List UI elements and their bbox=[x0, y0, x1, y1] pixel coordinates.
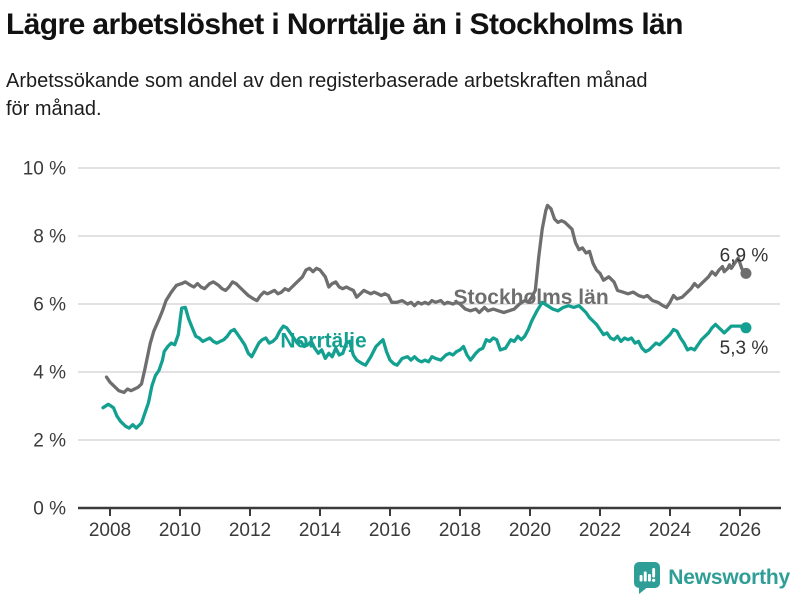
series-end-dot bbox=[740, 322, 752, 334]
y-axis-tick-label: 4 % bbox=[33, 363, 66, 384]
brand-name: Newsworthy bbox=[668, 566, 790, 589]
chart-subtitle: Arbetssökande som andel av den registerb… bbox=[6, 67, 794, 123]
series-end-dot bbox=[740, 267, 752, 279]
series-end-value-label: 5,3 % bbox=[720, 338, 769, 359]
x-axis-tick-label: 2018 bbox=[439, 520, 481, 541]
x-axis-tick-label: 2014 bbox=[299, 520, 342, 541]
y-axis-tick-label: 8 % bbox=[33, 227, 66, 248]
series-name-label: Stockholms län bbox=[453, 286, 608, 309]
page-title: Lägre arbetslöshet i Norrtälje än i Stoc… bbox=[6, 8, 683, 41]
y-axis-tick-label: 0 % bbox=[33, 499, 66, 520]
x-axis-tick-label: 2024 bbox=[649, 520, 692, 541]
y-axis-tick-label: 10 % bbox=[23, 159, 66, 180]
newsworthy-logo-icon bbox=[634, 562, 661, 594]
series-name-label: Norrtälje bbox=[280, 330, 366, 353]
brand-footer: Newsworthy bbox=[634, 562, 790, 594]
chart-header: Lägre arbetslöshet i Norrtälje än i Stoc… bbox=[6, 8, 794, 123]
y-axis-tick-label: 6 % bbox=[33, 295, 66, 316]
x-axis-tick-label: 2010 bbox=[159, 520, 201, 541]
series-line bbox=[104, 203, 748, 395]
x-axis-tick-label: 2022 bbox=[579, 520, 621, 541]
subtitle-line-2: för månad. bbox=[6, 97, 102, 120]
x-axis-tick-label: 2020 bbox=[509, 520, 551, 541]
x-axis-tick-label: 2012 bbox=[229, 520, 271, 541]
series-line bbox=[101, 300, 748, 430]
subtitle-line-1: Arbetssökande som andel av den registerb… bbox=[6, 69, 648, 92]
y-axis-tick-label: 2 % bbox=[33, 431, 66, 452]
x-axis-tick-label: 2016 bbox=[369, 520, 411, 541]
x-axis-tick-label: 2008 bbox=[89, 520, 131, 541]
series-end-value-label: 6,9 % bbox=[720, 245, 769, 266]
x-axis-tick-label: 2026 bbox=[719, 520, 761, 541]
